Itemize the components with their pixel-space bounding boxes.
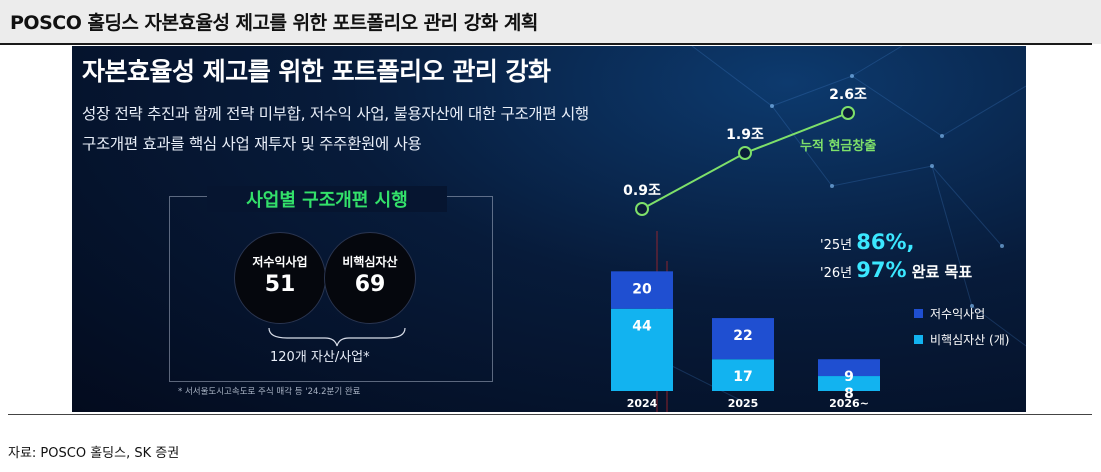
footer-rule: [8, 414, 1092, 415]
bar-low-profit-2026~: [818, 359, 880, 377]
low-profit-circle: 저수익사업 51: [234, 232, 326, 324]
bar-non-core-2026~: [818, 376, 880, 391]
bar-value-label: 17: [733, 369, 752, 385]
cash-line-name: 누적 현금창출: [800, 138, 876, 154]
legend-swatch: [914, 335, 923, 344]
target-2026: '26년 97% 완료 목표: [820, 258, 972, 282]
total-assets-note: 120개 자산/사업*: [270, 350, 370, 365]
target-2026-suffix: 완료 목표: [906, 263, 973, 281]
low-profit-value: 51: [264, 272, 296, 297]
bar-low-profit-2024: [611, 271, 673, 309]
bar-low-profit-2025: [712, 318, 774, 360]
target-2026-value: 97%: [856, 258, 907, 282]
infographic-panel: 자본효율성 제고를 위한 포트폴리오 관리 강화 성장 전략 추진과 함께 전략…: [72, 46, 1026, 412]
bar-value-label: 44: [632, 319, 652, 335]
legend-label: 저수익사업: [930, 307, 985, 321]
non-core-label: 비핵심자산: [342, 255, 398, 269]
cash-point: [738, 146, 752, 160]
cash-point-label: 1.9조: [726, 127, 764, 143]
x-tick-label: 2026~: [829, 397, 869, 410]
restructuring-box-title: 사업별 구조개편 시행: [207, 186, 447, 212]
target-2025: '25년 86%,: [820, 230, 914, 254]
bar-non-core-2025: [712, 359, 774, 391]
bar-non-core-2024: [611, 308, 673, 391]
panel-title: 자본효율성 제고를 위한 포트폴리오 관리 강화: [82, 57, 551, 86]
bar-value-label: 8: [844, 386, 854, 402]
source-note: 자료: POSCO 홀딩스, SK 증권: [8, 446, 180, 461]
brace-icon: [268, 327, 406, 347]
header-bar: POSCO 홀딩스 자본효율성 제고를 위한 포트폴리오 관리 강화 계획: [0, 0, 1101, 44]
bar-value-label: 9: [844, 369, 854, 385]
panel-line-1: 성장 전략 추진과 함께 전략 미부합, 저수익 사업, 불용자산에 대한 구조…: [82, 105, 589, 123]
page-title: POSCO 홀딩스 자본효율성 제고를 위한 포트폴리오 관리 강화 계획: [10, 12, 538, 34]
header-rule: [0, 43, 1092, 45]
target-2026-prefix: '26년: [820, 266, 857, 281]
footnote: * 서서울도시고속도로 주식 매각 등 '24.2분기 완료: [178, 387, 361, 397]
x-tick-label: 2025: [728, 397, 759, 410]
target-2025-value: 86%,: [856, 230, 915, 254]
cash-point: [635, 202, 649, 216]
cash-point-label: 2.6조: [829, 87, 867, 103]
low-profit-label: 저수익사업: [252, 255, 308, 269]
non-core-value: 69: [354, 272, 386, 297]
cash-point: [841, 106, 855, 120]
legend-label: 비핵심자산 (개): [930, 333, 1009, 347]
bar-value-label: 20: [632, 281, 652, 297]
panel-line-2: 구조개편 효과를 핵심 사업 재투자 및 주주환원에 사용: [82, 135, 422, 153]
cash-point-label: 0.9조: [623, 183, 661, 199]
legend-swatch: [914, 309, 923, 318]
x-tick-label: 2024: [627, 397, 658, 410]
non-core-circle: 비핵심자산 69: [324, 232, 416, 324]
bar-value-label: 22: [733, 328, 752, 344]
target-2025-prefix: '25년: [820, 238, 857, 253]
